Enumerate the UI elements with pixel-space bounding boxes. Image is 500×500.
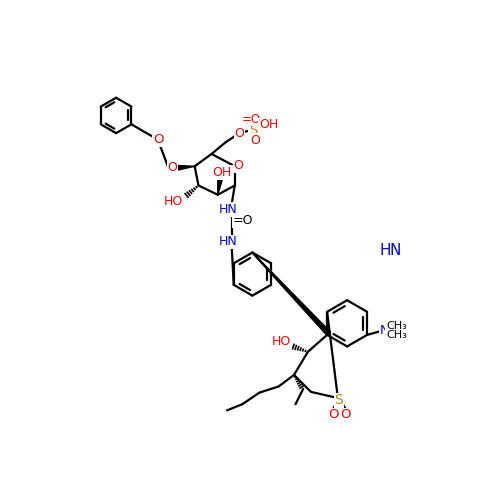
- Text: =O: =O: [232, 214, 252, 228]
- Text: O: O: [153, 133, 164, 146]
- Text: HO: HO: [272, 336, 291, 348]
- Text: 3: 3: [390, 248, 397, 258]
- Text: HN: HN: [219, 203, 238, 216]
- Text: O: O: [340, 408, 351, 422]
- Text: O: O: [234, 128, 244, 140]
- Text: CH₃: CH₃: [386, 322, 407, 332]
- Polygon shape: [178, 166, 194, 170]
- Text: =O: =O: [242, 113, 260, 126]
- Text: S: S: [249, 124, 258, 136]
- Text: CH₃: CH₃: [386, 330, 407, 340]
- Text: HN: HN: [218, 235, 237, 248]
- Text: O: O: [250, 134, 260, 146]
- Text: N: N: [390, 244, 402, 258]
- Polygon shape: [218, 179, 222, 194]
- Text: S: S: [334, 394, 343, 407]
- Text: H: H: [380, 244, 392, 258]
- Text: OH: OH: [259, 118, 278, 131]
- Text: N: N: [380, 324, 390, 337]
- Text: O: O: [328, 408, 338, 422]
- Polygon shape: [252, 252, 330, 335]
- Text: OH: OH: [212, 166, 232, 179]
- Text: HO: HO: [164, 195, 184, 208]
- Text: O: O: [168, 162, 177, 174]
- Text: O: O: [234, 159, 243, 172]
